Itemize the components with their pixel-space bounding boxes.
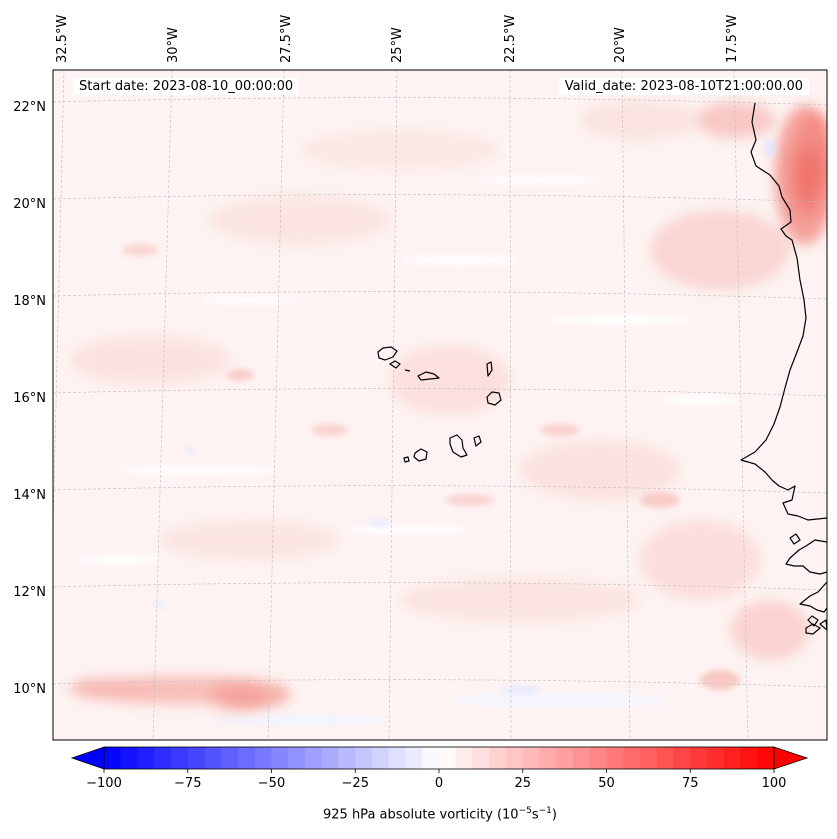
lon-label: 25°W: [390, 27, 405, 63]
lat-label: 20°N: [13, 197, 46, 212]
lat-label: 10°N: [13, 682, 46, 697]
lat-label: 12°N: [13, 585, 46, 600]
colorbar-swatch: [757, 747, 775, 769]
graticule: [53, 70, 827, 740]
lon-label: 32.5°W: [55, 15, 70, 63]
colorbar-swatch: [623, 747, 641, 769]
colorbar-swatch: [673, 747, 691, 769]
colorbar-tick-label: 50: [598, 776, 615, 791]
lon-label: 30°W: [166, 27, 181, 63]
map-frame: [52, 69, 828, 741]
colorbar-swatch: [455, 747, 474, 769]
colorbar-swatch: [522, 747, 541, 769]
colorbar-tick-label: 25: [514, 776, 531, 791]
colorbar-swatch: [187, 747, 206, 769]
colorbar-extend-low: [70, 746, 105, 770]
colorbar-tick-label: 0: [435, 776, 443, 791]
colorbar-swatches: [104, 747, 775, 769]
colorbar-swatch: [204, 747, 222, 769]
colorbar-swatch: [422, 747, 440, 769]
lat-label: 18°N: [13, 294, 46, 309]
start-date-label: Start date: 2023-08-10_00:00:00: [73, 78, 300, 95]
colorbar-swatch: [506, 747, 524, 769]
fogo-island: [413, 448, 428, 462]
colorbar-swatch: [573, 747, 591, 769]
colorbar-swatch: [723, 747, 742, 769]
colorbar-swatch: [104, 747, 122, 769]
brava-island: [403, 456, 410, 463]
colorbar-label-prefix: 925 hPa absolute vorticity (10: [323, 807, 519, 823]
colorbar-swatch: [154, 747, 172, 769]
colorbar-swatch: [288, 747, 306, 769]
colorbar-tick-label: −25: [342, 776, 369, 791]
colorbar-label-mid: s: [531, 807, 539, 823]
colorbar-swatch: [355, 747, 373, 769]
colorbar-swatch: [171, 747, 189, 769]
colorbar-swatch: [489, 747, 507, 769]
lat-label: 14°N: [13, 488, 46, 503]
west-africa-coast: [740, 102, 827, 521]
sao-vicente-island: [389, 360, 401, 369]
colorbar-label-exp1: −5: [518, 806, 532, 816]
santa-luzia-island: [404, 369, 411, 372]
lat-label: 16°N: [13, 391, 46, 406]
maio-island: [473, 435, 482, 447]
colorbar-tick-label: 100: [762, 776, 787, 791]
colorbar-swatch: [338, 747, 356, 769]
colorbar-swatch: [372, 747, 390, 769]
sao-nicolau-island: [417, 371, 440, 381]
santo-antao-island: [377, 346, 398, 361]
colorbar-swatch: [439, 747, 457, 769]
colorbar-swatch: [238, 747, 256, 769]
colorbar-tick-label: −75: [174, 776, 201, 791]
colorbar-tick-label: 75: [682, 776, 699, 791]
colorbar-swatch: [120, 747, 139, 769]
lon-label: 20°W: [613, 27, 628, 63]
colorbar-swatch: [606, 747, 624, 769]
colorbar-tick-label: −50: [258, 776, 285, 791]
colorbar-swatch: [472, 747, 490, 769]
sal-island: [486, 361, 493, 377]
colorbar: −100 −75 −50 −25 0 25 50 75 100: [70, 746, 809, 791]
lon-label: 22.5°W: [503, 15, 518, 63]
vorticity-field: [53, 70, 827, 740]
lon-label: 27.5°W: [279, 15, 294, 63]
colorbar-label-suffix: ): [551, 807, 557, 823]
colorbar-swatch: [271, 747, 289, 769]
longitude-labels: 32.5°W 30°W 27.5°W 25°W 22.5°W 20°W 17.5…: [55, 15, 740, 63]
lon-label: 17.5°W: [725, 15, 740, 63]
colorbar-swatch: [539, 747, 557, 769]
colorbar-swatch: [388, 747, 407, 769]
colorbar-swatch: [305, 747, 323, 769]
valid-date-label: Valid_date: 2023-08-10T21:00:00.00: [558, 78, 809, 95]
colorbar-swatch: [221, 747, 239, 769]
coastal-island-b: [805, 623, 821, 635]
colorbar-swatch: [556, 747, 574, 769]
lat-label: 22°N: [13, 100, 46, 115]
latitude-labels: 22°N 20°N 18°N 16°N 14°N 12°N 10°N: [13, 100, 46, 697]
colorbar-swatch: [640, 747, 658, 769]
colorbar-swatch: [137, 747, 155, 769]
colorbar-ticks: −100 −75 −50 −25 0 25 50 75 100: [86, 769, 786, 791]
colorbar-swatch: [254, 747, 273, 769]
guinea-coast: [799, 581, 827, 613]
colorbar-label-exp2: −1: [538, 806, 552, 816]
colorbar-swatch: [690, 747, 708, 769]
colorbar-tick-label: −100: [86, 776, 122, 791]
colorbar-swatch: [405, 747, 423, 769]
bijagos-island: [789, 533, 801, 545]
colorbar-label: 925 hPa absolute vorticity (10−5s−1): [0, 806, 837, 822]
colorbar-swatch: [707, 747, 725, 769]
colorbar-extend-high: [773, 746, 809, 770]
colorbar-swatch: [321, 747, 340, 769]
guinea-bissau-coast: [785, 539, 827, 575]
colorbar-swatch: [740, 747, 758, 769]
colorbar-swatch: [656, 747, 675, 769]
santiago-island: [449, 434, 468, 458]
colorbar-swatch: [589, 747, 608, 769]
boa-vista-island: [486, 391, 502, 406]
